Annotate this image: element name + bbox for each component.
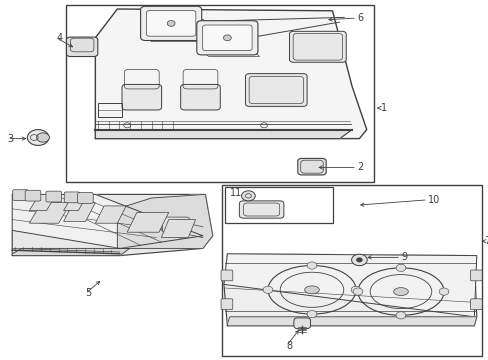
Text: 10: 10 bbox=[427, 195, 439, 205]
Polygon shape bbox=[12, 248, 129, 256]
Bar bbox=[98, 103, 122, 117]
Circle shape bbox=[167, 21, 175, 26]
FancyBboxPatch shape bbox=[297, 158, 325, 175]
Polygon shape bbox=[227, 317, 476, 326]
Ellipse shape bbox=[393, 288, 407, 296]
FancyBboxPatch shape bbox=[469, 299, 481, 310]
Circle shape bbox=[352, 288, 362, 295]
FancyBboxPatch shape bbox=[66, 37, 98, 57]
FancyBboxPatch shape bbox=[25, 190, 41, 201]
Text: 3: 3 bbox=[7, 134, 14, 144]
Text: 7: 7 bbox=[483, 236, 488, 246]
Text: 2: 2 bbox=[356, 162, 363, 172]
FancyBboxPatch shape bbox=[162, 217, 189, 233]
Text: 5: 5 bbox=[85, 288, 92, 298]
FancyBboxPatch shape bbox=[78, 193, 93, 203]
FancyBboxPatch shape bbox=[245, 74, 306, 107]
Text: 9: 9 bbox=[400, 252, 407, 262]
Circle shape bbox=[350, 286, 360, 293]
FancyBboxPatch shape bbox=[469, 270, 481, 281]
FancyBboxPatch shape bbox=[141, 6, 201, 40]
Circle shape bbox=[395, 312, 405, 319]
Bar bbox=[222, 185, 481, 356]
FancyBboxPatch shape bbox=[203, 25, 252, 50]
Circle shape bbox=[27, 130, 49, 145]
Circle shape bbox=[306, 262, 316, 269]
Polygon shape bbox=[224, 254, 476, 326]
Circle shape bbox=[241, 191, 255, 201]
FancyBboxPatch shape bbox=[196, 21, 258, 55]
Polygon shape bbox=[12, 194, 212, 256]
FancyBboxPatch shape bbox=[122, 84, 161, 110]
Polygon shape bbox=[95, 130, 351, 139]
FancyBboxPatch shape bbox=[289, 31, 346, 62]
FancyBboxPatch shape bbox=[239, 201, 283, 218]
Polygon shape bbox=[29, 202, 71, 223]
FancyBboxPatch shape bbox=[46, 191, 61, 202]
Circle shape bbox=[223, 35, 231, 41]
Circle shape bbox=[351, 254, 366, 266]
Polygon shape bbox=[63, 203, 95, 221]
Circle shape bbox=[438, 288, 448, 295]
Text: 8: 8 bbox=[285, 341, 292, 351]
Polygon shape bbox=[127, 212, 168, 232]
Circle shape bbox=[395, 264, 405, 271]
Polygon shape bbox=[95, 206, 126, 223]
Polygon shape bbox=[161, 220, 195, 238]
Polygon shape bbox=[12, 194, 203, 248]
Polygon shape bbox=[63, 195, 87, 211]
Text: 1: 1 bbox=[381, 103, 387, 113]
FancyBboxPatch shape bbox=[64, 192, 80, 203]
FancyBboxPatch shape bbox=[13, 190, 28, 201]
Polygon shape bbox=[224, 254, 476, 317]
Circle shape bbox=[356, 258, 362, 262]
FancyBboxPatch shape bbox=[221, 299, 232, 310]
Polygon shape bbox=[29, 194, 56, 211]
Polygon shape bbox=[117, 194, 212, 248]
Ellipse shape bbox=[304, 286, 319, 294]
FancyBboxPatch shape bbox=[221, 270, 232, 281]
Text: 4: 4 bbox=[56, 33, 62, 43]
Circle shape bbox=[37, 133, 49, 142]
FancyBboxPatch shape bbox=[180, 84, 220, 110]
Bar bbox=[224, 187, 332, 223]
Circle shape bbox=[306, 310, 316, 318]
Circle shape bbox=[263, 286, 272, 293]
Polygon shape bbox=[95, 9, 366, 139]
FancyBboxPatch shape bbox=[293, 318, 310, 329]
FancyBboxPatch shape bbox=[146, 10, 195, 36]
Bar bbox=[66, 5, 373, 182]
Text: 11: 11 bbox=[229, 188, 242, 198]
Text: 6: 6 bbox=[356, 13, 363, 23]
